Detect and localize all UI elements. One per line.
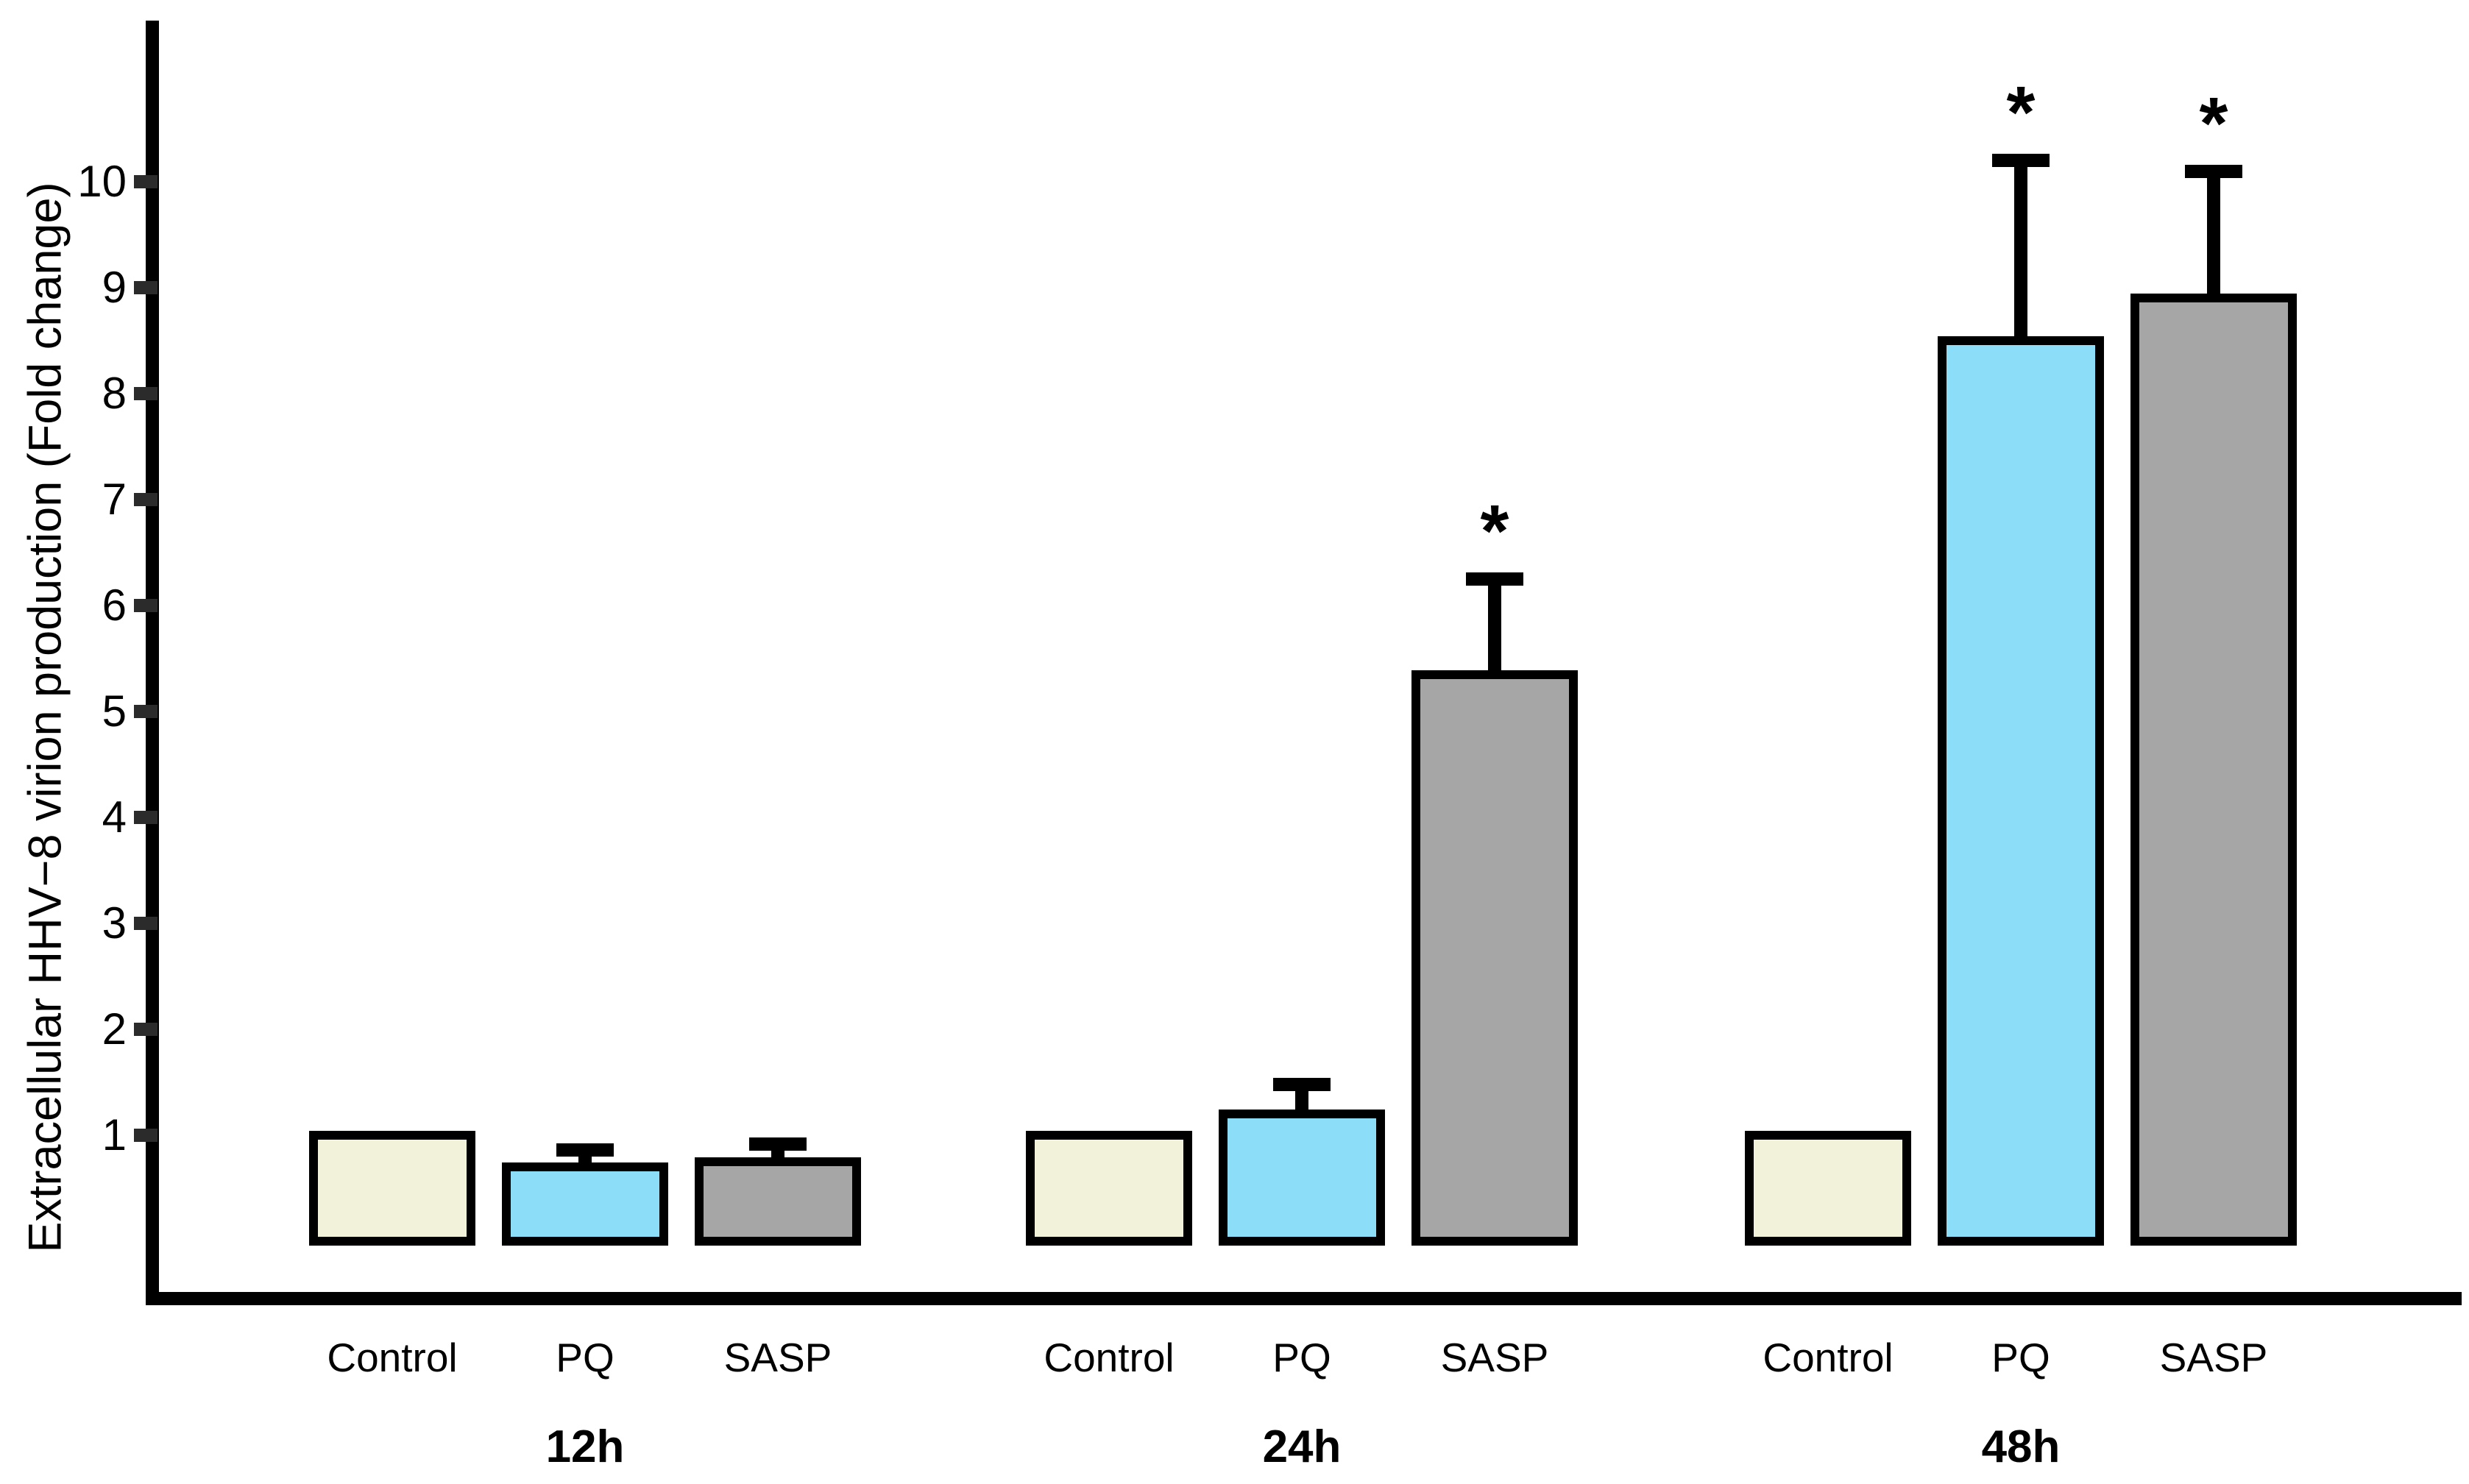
y-tick-mark	[134, 493, 157, 506]
x-category-label-48h-pq: PQ	[1991, 1335, 2050, 1380]
bar-12h-pq	[502, 1162, 668, 1246]
y-tick-mark	[134, 811, 157, 824]
bar-48h-pq	[1938, 336, 2104, 1246]
y-tick-label: 8	[102, 369, 127, 418]
significance-asterisk-48h-sasp: *	[2199, 82, 2228, 165]
y-tick-label: 4	[102, 792, 127, 842]
error-bar-cap-48h-pq	[1992, 154, 2050, 168]
bar-24h-sasp	[1411, 670, 1578, 1246]
y-tick-mark	[134, 705, 157, 718]
y-tick-label: 7	[102, 475, 127, 524]
y-tick-mark	[134, 1129, 157, 1142]
y-tick-label: 2	[102, 1004, 127, 1054]
y-tick-mark	[134, 1023, 157, 1036]
y-tick-label: 5	[102, 686, 127, 736]
y-tick-label: 1	[102, 1110, 127, 1160]
bar-12h-control	[309, 1131, 475, 1246]
error-bar-cap-12h-pq	[556, 1143, 614, 1157]
x-category-label-12h-pq: PQ	[556, 1335, 614, 1380]
error-bar-stem-48h-pq	[2014, 160, 2027, 341]
x-axis-line	[146, 1292, 2462, 1305]
error-bar-cap-48h-sasp	[2185, 164, 2242, 178]
x-category-label-24h-pq: PQ	[1272, 1335, 1331, 1380]
y-tick-label: 9	[102, 263, 127, 312]
error-bar-cap-24h-pq	[1273, 1077, 1331, 1091]
error-bar-stem-24h-sasp	[1488, 579, 1501, 675]
group-label-24h: 24h	[1262, 1421, 1342, 1472]
y-axis-line	[146, 21, 159, 1305]
x-category-label-12h-sasp: SASP	[723, 1335, 832, 1380]
error-bar-stem-48h-sasp	[2207, 171, 2220, 299]
x-category-label-12h-control: Control	[327, 1335, 458, 1380]
error-bar-cap-24h-sasp	[1466, 572, 1523, 586]
y-tick-mark	[134, 281, 157, 294]
error-bar-stem-24h-pq	[1295, 1084, 1308, 1115]
bar-24h-pq	[1219, 1110, 1385, 1246]
y-tick-label: 3	[102, 898, 127, 948]
y-tick-label: 10	[77, 157, 127, 206]
y-tick-label: 6	[102, 581, 127, 630]
bar-48h-sasp	[2130, 294, 2297, 1246]
bar-48h-control	[1745, 1131, 1911, 1246]
x-category-label-24h-sasp: SASP	[1440, 1335, 1549, 1380]
significance-asterisk-24h-sasp: *	[1480, 490, 1509, 572]
group-label-48h: 48h	[1981, 1421, 2061, 1472]
error-bar-cap-12h-sasp	[749, 1137, 807, 1151]
bar-12h-sasp	[695, 1157, 861, 1246]
x-category-label-48h-sasp: SASP	[2159, 1335, 2268, 1380]
y-tick-mark	[134, 387, 157, 400]
x-category-label-24h-control: Control	[1044, 1335, 1175, 1380]
y-tick-mark	[134, 917, 157, 930]
y-tick-mark	[134, 175, 157, 188]
x-category-label-48h-control: Control	[1763, 1335, 1894, 1380]
significance-asterisk-48h-pq: *	[2006, 71, 2036, 155]
bar-24h-control	[1026, 1131, 1192, 1246]
group-label-12h: 12h	[545, 1421, 625, 1472]
y-tick-mark	[134, 599, 157, 612]
